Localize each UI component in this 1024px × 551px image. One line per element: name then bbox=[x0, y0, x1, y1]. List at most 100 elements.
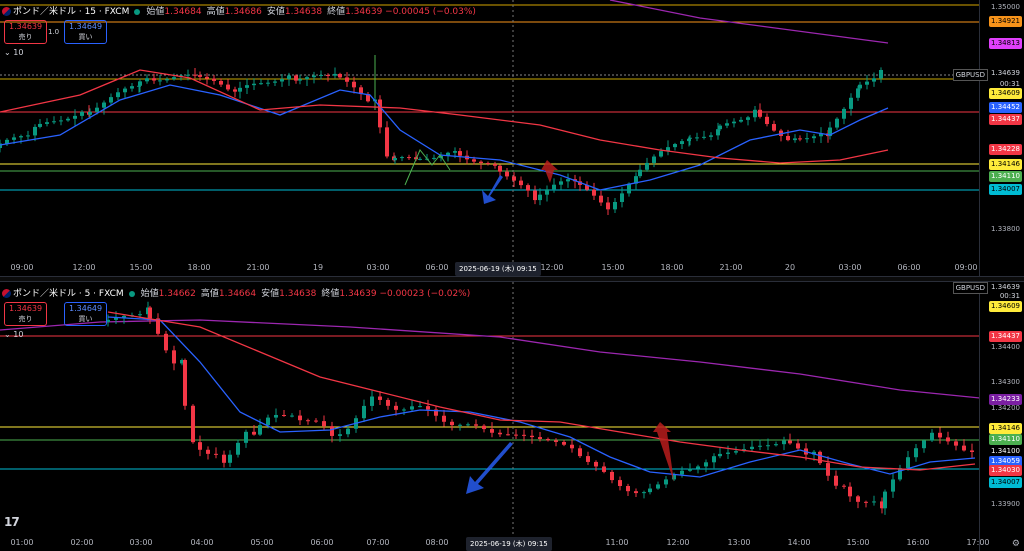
price-plot-5m[interactable] bbox=[0, 282, 980, 537]
symbol-title[interactable]: ポンド／米ドル · 5 · FXCM bbox=[13, 289, 124, 299]
candle-body bbox=[305, 77, 309, 80]
indicator-toggle[interactable]: ⌄ 10 bbox=[4, 330, 24, 339]
candle-body bbox=[479, 161, 483, 163]
candle-body bbox=[652, 156, 656, 163]
time-tick-label: 15:00 bbox=[846, 538, 870, 547]
chart-pane-5m[interactable]: ポンド／米ドル · 5 · FXCM 始値1.34662 高値1.34664 安値1.… bbox=[0, 282, 1024, 551]
time-tick-label: 01:00 bbox=[10, 538, 34, 547]
price-tick-label: 1.35000 bbox=[991, 3, 1020, 11]
candle-body bbox=[362, 405, 366, 419]
time-tick-label: 03:00 bbox=[838, 263, 862, 272]
candle-body bbox=[906, 457, 910, 469]
close-value: 1.34639 bbox=[339, 289, 377, 299]
price-label: 1.34609 bbox=[989, 88, 1022, 99]
candle-body bbox=[183, 360, 187, 406]
candle-body bbox=[252, 431, 256, 435]
sell-button[interactable]: 1.34639 売り bbox=[4, 20, 48, 44]
price-label: 1.34110 bbox=[989, 171, 1022, 182]
time-tick-label: 14:00 bbox=[787, 538, 811, 547]
change-value: −0.00023 (−0.02%) bbox=[379, 289, 471, 299]
candle-body bbox=[338, 434, 342, 436]
price-label: 1.34452 bbox=[989, 102, 1022, 113]
price-axis-5m[interactable]: 1.345001.344001.343001.342001.339001.346… bbox=[979, 282, 1024, 551]
price-axis-15m[interactable]: 1.35000 1.33800 1.34921 1.34813 1.34639 00:31… bbox=[979, 0, 1024, 276]
indicator-count: 10 bbox=[13, 330, 24, 339]
time-axis-15m[interactable]: 09:00 12:00 15:00 18:00 21:00 19 03:00 06:00 12:… bbox=[0, 262, 980, 276]
high-label: 高値 bbox=[200, 289, 219, 299]
candle-body bbox=[294, 75, 298, 81]
symbol-title[interactable]: ポンド／米ドル · 15 · FXCM bbox=[13, 7, 130, 17]
candle-body bbox=[0, 143, 2, 148]
candle-body bbox=[659, 151, 663, 157]
candle-body bbox=[138, 81, 142, 86]
candle-body bbox=[812, 451, 816, 455]
candle-body bbox=[530, 435, 534, 438]
candle-body bbox=[538, 194, 542, 201]
candle-body bbox=[712, 456, 716, 463]
sell-button[interactable]: 1.34639 売り bbox=[4, 302, 48, 326]
candle-body bbox=[172, 350, 176, 364]
candle-body bbox=[106, 319, 110, 323]
candle-body bbox=[766, 445, 770, 447]
ohlc-legend: ポンド／米ドル · 15 · FXCM 始値1.34684 高値1.34686 安値1… bbox=[2, 4, 476, 17]
candle-body bbox=[758, 445, 762, 447]
candle-body bbox=[222, 454, 226, 463]
gbpusd-flag-icon bbox=[2, 289, 11, 298]
candle-body bbox=[145, 78, 149, 82]
lot-size[interactable]: 1.0 bbox=[48, 28, 60, 36]
market-open-icon bbox=[128, 290, 135, 297]
candle-body bbox=[453, 151, 457, 153]
candle-body bbox=[266, 82, 270, 84]
time-tick-label: 07:00 bbox=[366, 538, 390, 547]
candle-body bbox=[538, 437, 542, 439]
candle-body bbox=[386, 399, 390, 406]
price-plot-15m[interactable] bbox=[0, 0, 980, 262]
indicator-toggle[interactable]: ⌄ 10 bbox=[4, 48, 24, 57]
time-tick-label: 12:00 bbox=[72, 263, 96, 272]
settings-gear-icon[interactable]: ⚙ bbox=[1011, 539, 1020, 549]
candle-body bbox=[33, 126, 37, 136]
candle-body bbox=[818, 451, 822, 464]
candle-body bbox=[59, 120, 63, 122]
time-axis-5m[interactable]: 01:00 02:00 03:00 04:00 05:00 06:00 07:00 08:00… bbox=[0, 537, 989, 551]
candle-body bbox=[880, 501, 884, 509]
candle-body bbox=[620, 193, 624, 202]
time-tick-label: 11:00 bbox=[605, 538, 629, 547]
candle-body bbox=[856, 88, 860, 98]
candle-body bbox=[346, 428, 350, 435]
candle-body bbox=[865, 81, 869, 85]
time-tick-label: 06:00 bbox=[310, 538, 334, 547]
candle-body bbox=[788, 440, 792, 444]
buy-price: 1.34649 bbox=[69, 22, 103, 31]
time-tick-label: 15:00 bbox=[601, 263, 625, 272]
close-label: 終値 bbox=[327, 7, 346, 17]
candle-body bbox=[506, 434, 510, 436]
price-label: 00:31 bbox=[997, 291, 1022, 302]
candle-body bbox=[410, 406, 414, 410]
pane-separator[interactable] bbox=[0, 276, 1024, 282]
candle-body bbox=[130, 86, 134, 89]
chart-pane-15m[interactable]: ポンド／米ドル · 15 · FXCM 始値1.34684 高値1.34686 安値1… bbox=[0, 0, 1024, 276]
ma-slow bbox=[107, 311, 976, 471]
open-label: 始値 bbox=[140, 289, 159, 299]
time-tick-label: 13:00 bbox=[727, 538, 751, 547]
candle-body bbox=[122, 315, 126, 318]
candle-body bbox=[849, 97, 853, 109]
candle-body bbox=[765, 116, 769, 125]
candle-body bbox=[394, 405, 398, 410]
market-open-icon bbox=[134, 8, 141, 15]
candle-body bbox=[180, 360, 184, 364]
candle-body bbox=[554, 440, 558, 442]
candle-body bbox=[962, 445, 966, 451]
candle-body bbox=[418, 158, 422, 160]
buy-button[interactable]: 1.34649 買い bbox=[64, 302, 108, 326]
candle-body bbox=[642, 492, 646, 494]
buy-button[interactable]: 1.34649 買い bbox=[64, 20, 108, 44]
candle-body bbox=[193, 74, 197, 76]
candle-body bbox=[656, 484, 660, 489]
candle-body bbox=[280, 79, 284, 82]
sell-arrow-icon bbox=[466, 442, 513, 494]
candle-body bbox=[393, 158, 397, 161]
tradingview-logo[interactable]: 17 bbox=[4, 515, 20, 529]
candle-body bbox=[687, 138, 691, 142]
